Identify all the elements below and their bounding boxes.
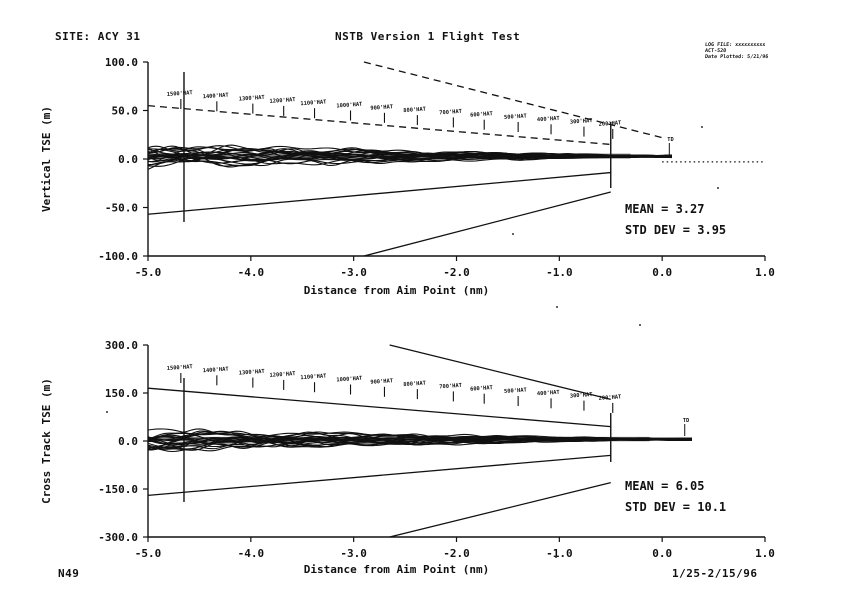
- hat-label: 1400'HAT: [203, 92, 230, 100]
- site-label: SITE: ACY 31: [55, 30, 141, 43]
- scan-speck: [639, 324, 641, 326]
- hat-label: 600'HAT: [470, 385, 494, 393]
- x-tick-label: 0.0: [652, 547, 672, 560]
- track-density-band: [148, 436, 650, 442]
- y-tick-label: -100.0: [98, 250, 138, 263]
- hat-label: 1000'HAT: [336, 376, 363, 384]
- page-title: NSTB Version 1 Flight Test: [335, 30, 521, 43]
- x-tick-label: -3.0: [340, 547, 367, 560]
- y-tick-label: -50.0: [105, 202, 138, 215]
- y-tick-label: 100.0: [105, 56, 138, 69]
- hat-label: 800'HAT: [403, 380, 427, 388]
- x-axis-label: Distance from Aim Point (nm): [304, 284, 489, 297]
- hat-label: 1100'HAT: [300, 373, 327, 381]
- hat-label: 1500'HAT: [167, 364, 194, 372]
- limit-line: [147, 454, 611, 497]
- y-tick-label: 0.0: [118, 153, 138, 166]
- track-density-band: [148, 153, 631, 159]
- hat-label: 500'HAT: [504, 113, 528, 121]
- hat-label: 1000'HAT: [336, 102, 363, 110]
- hat-label: 700'HAT: [439, 383, 463, 391]
- scan-speck: [701, 126, 703, 128]
- hat-label: 1300'HAT: [239, 95, 266, 103]
- hat-label: 900'HAT: [370, 378, 394, 386]
- chart-panel-1: -5.0 -4.0 -3.0 -2.0 -1.0 0.0 1.0 100.0 50.0 0.0 -5…: [40, 56, 775, 297]
- hat-label: 1200'HAT: [269, 371, 296, 379]
- hat-label: 200'HAT: [598, 394, 622, 402]
- y-axis-label: Vertical TSE (m): [40, 106, 53, 212]
- y-tick-label: 0.0: [118, 435, 138, 448]
- std-dev-label: STD DEV = 10.1: [625, 500, 726, 514]
- hat-label: 200'HAT: [598, 120, 622, 128]
- x-tick-label: 0.0: [652, 266, 672, 279]
- flight-tracks: [147, 428, 693, 453]
- x-tick-label: -1.0: [546, 266, 573, 279]
- hat-label: 500'HAT: [504, 387, 528, 395]
- hat-label: 900'HAT: [370, 104, 394, 112]
- footer-date-range: 1/25-2/15/96: [672, 567, 758, 580]
- x-tick-label: -4.0: [238, 547, 265, 560]
- limit-line: [147, 387, 611, 428]
- limit-line: [389, 481, 611, 538]
- hat-label: 1300'HAT: [239, 369, 266, 377]
- scan-speck: [556, 306, 558, 308]
- std-dev-label: STD DEV = 3.95: [625, 223, 726, 237]
- y-tick-label: 300.0: [105, 339, 138, 352]
- scan-speck: [717, 187, 719, 189]
- footer-left-label: N49: [58, 567, 80, 580]
- x-tick-label: -2.0: [443, 266, 470, 279]
- td-label: TD: [667, 137, 674, 143]
- td-label: TD: [683, 418, 690, 424]
- x-tick-label: 1.0: [755, 266, 775, 279]
- hat-label: 300'HAT: [570, 118, 594, 126]
- scan-speck: [555, 556, 557, 558]
- y-tick-label: -150.0: [98, 483, 138, 496]
- y-tick-label: 50.0: [112, 105, 139, 118]
- hat-label: 800'HAT: [403, 106, 427, 114]
- hat-label: 400'HAT: [537, 390, 561, 398]
- x-tick-label: -5.0: [135, 547, 162, 560]
- x-tick-label: -3.0: [340, 266, 367, 279]
- hat-label: 1500'HAT: [167, 90, 194, 98]
- x-tick-label: 1.0: [755, 547, 775, 560]
- x-tick-label: -5.0: [135, 266, 162, 279]
- mean-label: MEAN = 3.27: [625, 202, 704, 216]
- chart-panel-2: -5.0 -4.0 -3.0 -2.0 -1.0 0.0 1.0 300.0 150.0 0.0 -…: [40, 339, 775, 576]
- limit-line: [147, 105, 611, 146]
- hat-label: 300'HAT: [570, 392, 594, 400]
- hat-label: 700'HAT: [439, 109, 463, 117]
- scan-speck: [106, 411, 108, 413]
- x-tick-label: -1.0: [546, 547, 573, 560]
- y-tick-label: 150.0: [105, 387, 138, 400]
- hat-label: 400'HAT: [537, 116, 561, 124]
- y-axis-label: Cross Track TSE (m): [40, 378, 53, 504]
- scan-speck: [512, 233, 514, 235]
- hat-label: 1200'HAT: [269, 97, 296, 105]
- limit-line: [147, 171, 611, 215]
- x-axis-label: Distance from Aim Point (nm): [304, 563, 489, 576]
- mean-label: MEAN = 6.05: [625, 479, 704, 493]
- x-tick-label: -2.0: [443, 547, 470, 560]
- limit-line: [363, 191, 611, 257]
- hat-label: 600'HAT: [470, 111, 494, 119]
- limit-line: [389, 344, 611, 401]
- limit-line: [363, 61, 663, 139]
- hat-label: 1400'HAT: [203, 366, 230, 374]
- flight-tracks: [147, 144, 673, 170]
- x-tick-label: -4.0: [238, 266, 265, 279]
- hat-label: 1100'HAT: [300, 99, 327, 107]
- y-tick-label: -300.0: [98, 531, 138, 544]
